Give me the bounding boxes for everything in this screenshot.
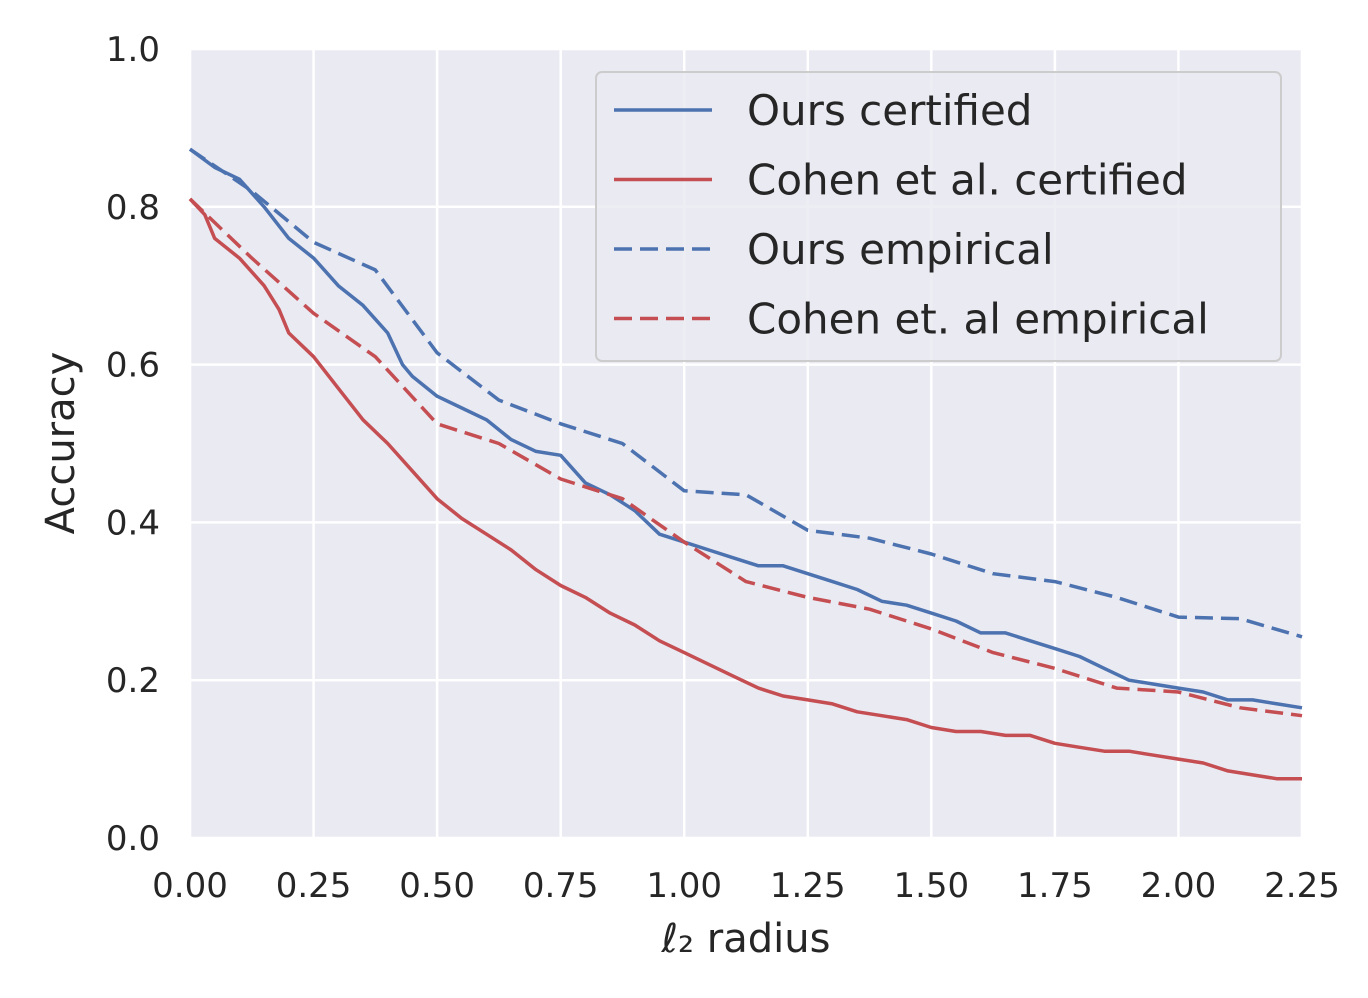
x-tick-label: 0.50 (399, 866, 475, 906)
legend-label: Ours empirical (747, 225, 1054, 274)
y-tick-label: 1.0 (106, 30, 160, 70)
y-tick-label: 0.2 (106, 661, 160, 701)
series-line-3 (189, 147, 1303, 639)
legend-label: Cohen et al. certified (747, 156, 1188, 205)
series-lines (188, 147, 1303, 781)
legend-box (595, 71, 1282, 362)
x-axis-label: ℓ₂ radius (661, 916, 831, 962)
x-tick-label: 2.00 (1141, 866, 1217, 906)
x-tick-label: 2.25 (1264, 866, 1340, 906)
x-tick-label: 1.50 (893, 866, 969, 906)
legend: Ours certified Cohen et al. certified Ours… (595, 71, 1282, 362)
y-tick-label: 0.0 (106, 819, 160, 859)
y-axis-label: Accuracy (38, 352, 84, 535)
y-tick-label: 0.8 (106, 188, 160, 228)
x-tick-label: 0.25 (276, 866, 352, 906)
x-tick-label: 0.75 (523, 866, 599, 906)
legend-label: Cohen et. al empirical (747, 295, 1209, 344)
series-line-4 (188, 197, 1303, 718)
x-ticks: 0.00 0.25 0.50 0.75 1.00 1.25 1.50 1.75 2.00 2.25 (152, 866, 1340, 906)
y-tick-label: 0.4 (106, 503, 160, 543)
series-line-2 (188, 197, 1302, 781)
x-tick-label: 1.75 (1017, 866, 1093, 906)
x-tick-label: 1.25 (770, 866, 846, 906)
y-tick-label: 0.6 (106, 346, 160, 386)
y-ticks: 0.0 0.2 0.4 0.6 0.8 1.0 (106, 30, 160, 859)
x-tick-label: 0.00 (152, 866, 228, 906)
legend-label: Ours certified (747, 86, 1032, 135)
series-line-1 (188, 147, 1303, 710)
x-tick-label: 1.00 (646, 866, 722, 906)
